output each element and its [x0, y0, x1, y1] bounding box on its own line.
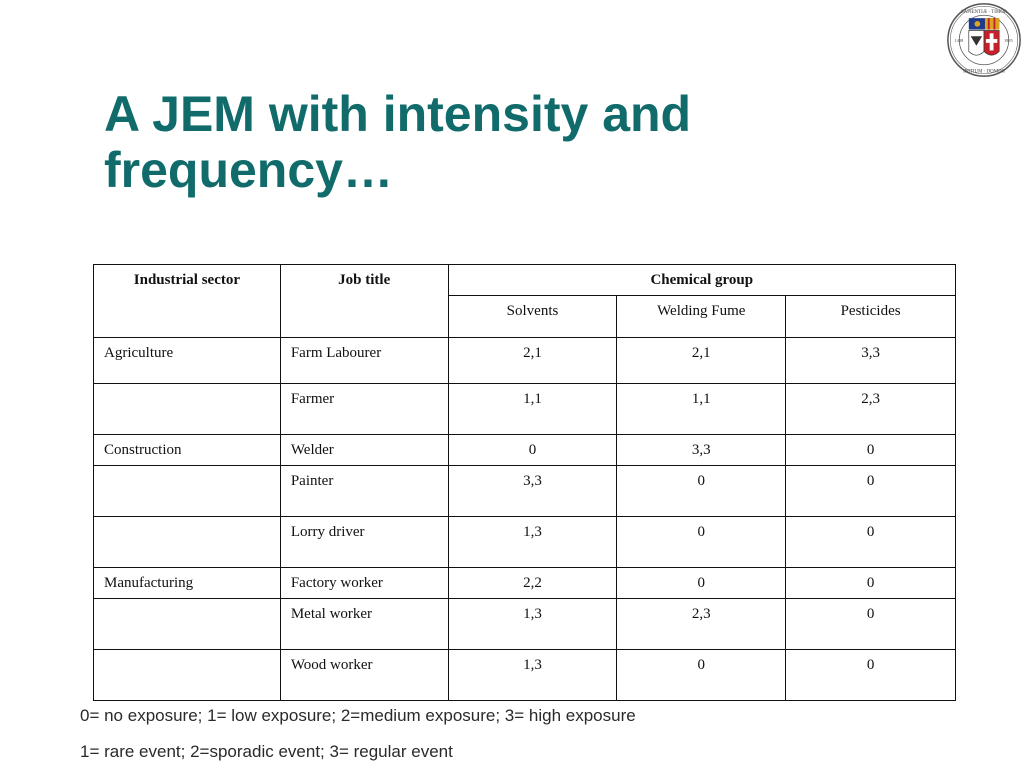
cell-sector — [93, 598, 281, 650]
svg-text:INITIUM · DOMINI: INITIUM · DOMINI — [963, 69, 1005, 74]
cell-welding-fume: 2,1 — [616, 337, 787, 384]
cell-solvents: 0 — [447, 434, 618, 466]
cell-sector — [93, 649, 281, 701]
cell-solvents: 2,1 — [447, 337, 618, 384]
university-seal-logo: SAPIENTIÆ · TIMOR INITIUM · DOMINI 1498 … — [947, 3, 1021, 77]
table-row: Painter 3,3 0 0 — [93, 465, 956, 517]
table-row: Agriculture Farm Labourer 2,1 2,1 3,3 — [93, 337, 956, 384]
cell-solvents: 1,3 — [447, 598, 618, 650]
cell-job: Factory worker — [279, 567, 449, 599]
cell-sector: Manufacturing — [93, 567, 281, 599]
cell-pesticides: 0 — [785, 567, 956, 599]
cell-job: Metal worker — [279, 598, 449, 650]
cell-welding-fume: 0 — [616, 649, 787, 701]
cell-pesticides: 0 — [785, 598, 956, 650]
cell-welding-fume: 0 — [616, 567, 787, 599]
cell-sector — [93, 465, 281, 517]
cell-solvents: 1,3 — [447, 516, 618, 568]
cell-pesticides: 3,3 — [785, 337, 956, 384]
cell-sector — [93, 516, 281, 568]
table-row: Metal worker 1,3 2,3 0 — [93, 598, 956, 650]
cell-pesticides: 0 — [785, 649, 956, 701]
header-job-title: Job title — [279, 264, 449, 338]
title-line-1: A JEM with intensity and — [104, 86, 692, 142]
cell-welding-fume: 2,3 — [616, 598, 787, 650]
table-row: Wood worker 1,3 0 0 — [93, 649, 956, 701]
svg-text:1498: 1498 — [955, 38, 965, 43]
cell-solvents: 1,1 — [447, 383, 618, 435]
title-line-2: frequency… — [104, 142, 393, 198]
cell-welding-fume: 0 — [616, 465, 787, 517]
table-row: Manufacturing Factory worker 2,2 0 0 — [93, 567, 956, 599]
cell-pesticides: 2,3 — [785, 383, 956, 435]
cell-welding-fume: 1,1 — [616, 383, 787, 435]
svg-text:SAPIENTIÆ · TIMOR: SAPIENTIÆ · TIMOR — [961, 10, 1008, 15]
header-industrial-sector: Industrial sector — [93, 264, 281, 338]
cell-pesticides: 0 — [785, 465, 956, 517]
cell-job: Welder — [279, 434, 449, 466]
jem-table: Industrial sector Job title Chemical gro… — [93, 264, 957, 701]
table-row: Construction Welder 0 3,3 0 — [93, 434, 956, 466]
cell-job: Lorry driver — [279, 516, 449, 568]
cell-welding-fume: 0 — [616, 516, 787, 568]
header-pesticides: Pesticides — [785, 295, 956, 338]
cell-solvents: 3,3 — [447, 465, 618, 517]
intensity-legend: 0= no exposure; 1= low exposure; 2=mediu… — [80, 706, 636, 725]
header-welding-fume: Welding Fume — [616, 295, 787, 338]
cell-job: Farm Labourer — [279, 337, 449, 384]
cell-job: Painter — [279, 465, 449, 517]
header-chemical-group: Chemical group — [447, 264, 957, 296]
slide-title: A JEM with intensity and frequency… — [104, 86, 884, 198]
cell-pesticides: 0 — [785, 434, 956, 466]
cell-solvents: 1,3 — [447, 649, 618, 701]
header-solvents: Solvents — [447, 295, 618, 338]
cell-job: Farmer — [279, 383, 449, 435]
table-row: Farmer 1,1 1,1 2,3 — [93, 383, 956, 435]
frequency-legend: 1= rare event; 2=sporadic event; 3= regu… — [80, 742, 453, 761]
cell-sector: Construction — [93, 434, 281, 466]
cell-pesticides: 0 — [785, 516, 956, 568]
svg-text:1995: 1995 — [1004, 38, 1014, 43]
table-row: Lorry driver 1,3 0 0 — [93, 516, 956, 568]
cell-sector — [93, 383, 281, 435]
cell-welding-fume: 3,3 — [616, 434, 787, 466]
cell-job: Wood worker — [279, 649, 449, 701]
cell-sector: Agriculture — [93, 337, 281, 384]
cell-solvents: 2,2 — [447, 567, 618, 599]
